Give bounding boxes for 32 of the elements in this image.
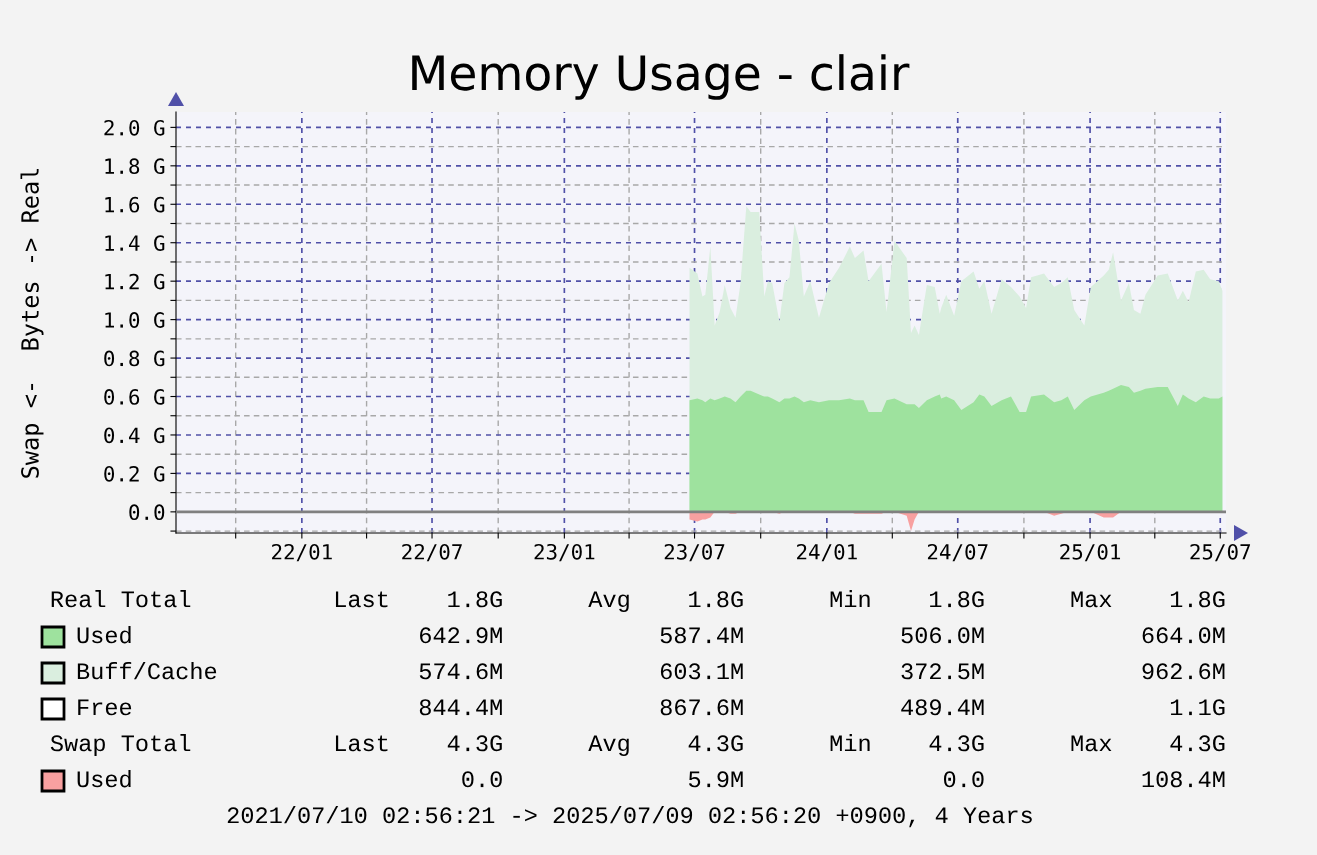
chart-title: Memory Usage - clair xyxy=(412,54,910,100)
y-tick-label: 0.0 xyxy=(129,504,165,521)
y-axis-title: Swap <- Bytes -> Real xyxy=(20,168,44,478)
y-tick-label: 1.4 G xyxy=(105,235,165,251)
legend-label: Buff/Cache xyxy=(77,661,217,680)
x-tick-label: 24/01 xyxy=(797,543,857,562)
legend-label: Used xyxy=(77,625,131,644)
y-tick-label: 0.4 G xyxy=(104,427,165,444)
y-tick-label: 2.0 G xyxy=(104,119,165,136)
x-tick-label: 23/01 xyxy=(534,543,595,562)
x-tick-label: 25/01 xyxy=(1060,543,1121,562)
text: Swap Total Last 4.3G Avg 4.3G Min 4.3G Max 4.3G xyxy=(50,733,1225,757)
y-tick-label: 1.0 G xyxy=(105,312,165,328)
x-tick-label: 22/01 xyxy=(272,543,332,562)
text: 574.6M 603.1M 372.5M 962.6M xyxy=(419,663,1225,680)
text: Real Total Last 1.8G Avg 1.8G Min 1.8G Max 1.8G xyxy=(51,589,1225,612)
text: 2021/07/10 02:56:21 -> 2025/07/09 02:56:20 +0900, 4 Years xyxy=(227,806,1032,828)
text: 0.0 5.9M 0.0 108.4M xyxy=(462,771,1225,788)
text: 844.4M 867.6M 489.4M 1.1G xyxy=(419,699,1225,716)
x-tick-label: 23/07 xyxy=(664,543,725,562)
legend-label: Free xyxy=(78,699,132,716)
x-tick-label: 25/07 xyxy=(1190,543,1251,562)
y-tick-label: 0.6 G xyxy=(104,389,165,405)
x-tick-label: 22/07 xyxy=(402,543,462,562)
x-tick-label: 24/07 xyxy=(927,543,988,562)
legend-label: Used xyxy=(77,769,131,788)
y-tick-label: 1.2 G xyxy=(105,273,165,290)
y-tick-label: 0.8 G xyxy=(104,350,165,367)
y-tick-label: 0.2 G xyxy=(104,465,165,482)
text: 642.9M 587.4M 506.0M 664.0M xyxy=(420,627,1225,644)
y-tick-label: 1.8 G xyxy=(105,158,165,175)
y-tick-label: 1.6 G xyxy=(105,196,165,213)
